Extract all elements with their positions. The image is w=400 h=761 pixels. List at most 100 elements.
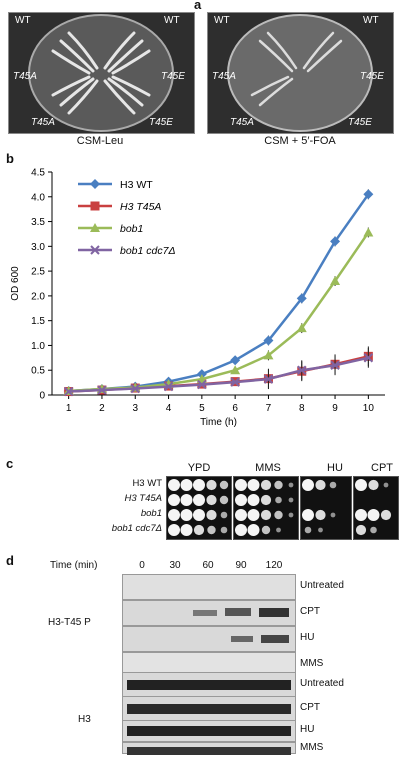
yeast-spot [207,525,216,535]
yeast-spot [180,509,193,521]
yeast-spot [247,524,260,536]
panel-c-letter: c [6,456,14,471]
yeast-spot [247,509,260,521]
yeast-spot [220,511,228,519]
y-tick-label: 1.0 [31,341,45,352]
yeast-spot [260,479,272,491]
yeast-spot [180,479,193,491]
label-p-hu: HU [300,632,315,643]
time-30: 30 [169,560,181,571]
yeast-spot [288,497,294,503]
yeast-spot [302,509,314,521]
yeast-spot [304,526,312,534]
plate-csm-leu-image [28,14,174,132]
time-0: 0 [139,560,145,571]
x-tick-label: 10 [363,403,375,414]
x-tick-label: 4 [166,403,172,414]
blot-h3-cpt [122,696,296,722]
label-h3-hu: HU [300,724,315,735]
time-axis-label: Time (min) [50,560,98,571]
yeast-spot [274,480,283,490]
spot-panel-ypd [166,476,232,540]
y-tick-label: 2.0 [31,291,45,302]
yeast-spot [235,524,247,536]
plate2-label-ml: T45A [212,71,236,82]
data-point-2-8 [330,276,341,286]
group-label-phospho: H3-T45 P [48,617,91,628]
data-point-3-3 [163,381,174,392]
plate-5foa: WT WT T45A T45E T45A T45E [207,12,394,134]
column-mms: MMS [255,462,281,474]
yeast-spot [219,480,229,490]
yeast-spot [193,494,205,506]
plate2-label-tl: WT [214,15,230,26]
x-tick-label: 6 [232,403,238,414]
yeast-spot [260,494,272,506]
plate2-label-br: T45E [348,117,372,128]
column-cpt: CPT [371,462,393,474]
x-tick-label: 7 [266,403,272,414]
yeast-spot [206,479,217,491]
growth-curve-chart: 0 0.5 1.0 1.5 2.0 2.5 3.0 3.5 4.0 4.5 1 2 3 4 5 6 7 8 9 10 T… [10,168,385,428]
label-h3-mms: MMS [300,742,324,753]
time-90: 90 [235,560,247,571]
yeast-spot [235,479,247,491]
legend-marker-2 [90,223,100,232]
blot-h3-untreated [122,672,296,698]
yeast-spot [275,496,282,504]
x-tick-label: 8 [299,403,305,414]
yeast-spot [168,524,180,536]
spot-panel-mms [233,476,299,540]
yeast-spot [274,510,283,520]
yeast-spot [247,479,260,491]
label-h3-untreated: Untreated [300,678,344,689]
data-point-3-6 [263,374,274,384]
yeast-spot [276,527,281,533]
yeast-spot [380,509,392,521]
x-axis-label: Time (h) [200,417,237,428]
legend-marker-1 [90,201,100,211]
plate2-label-bl: T45A [230,117,254,128]
yeast-spot [206,494,217,506]
yeast-spot [168,509,180,521]
yeast-spot [318,527,323,533]
spot-row-bob1: bob1 [140,508,162,519]
x-tick-label: 9 [332,403,338,414]
yeast-spot [168,494,180,506]
spot-row-h3wt: H3 WT [132,478,162,489]
yeast-spot [315,509,326,521]
y-tick-label: 4.0 [31,192,45,203]
blot-p-cpt [122,600,296,626]
column-ypd: YPD [187,462,211,474]
group-label-h3: H3 [78,714,91,725]
yeast-spot [180,494,193,506]
data-point-3-4 [197,379,207,390]
data-point-3-1 [97,385,107,395]
plate1-label-tl: WT [15,15,31,26]
yeast-spot [193,479,205,491]
x-tick-label: 5 [199,403,205,414]
yeast-spot [367,509,380,521]
plate2-caption: CSM + 5′-FOA [264,135,336,147]
data-point-2-5 [230,365,241,375]
y-tick-label: 4.5 [31,168,45,179]
data-point-0-7 [296,293,307,304]
data-point-2-7 [296,323,307,333]
panel-a-letter: a [194,0,202,12]
blot-h3-mms [122,742,296,755]
y-tick-label: 0.5 [31,366,45,377]
yeast-spot [260,509,272,521]
x-tick-label: 1 [66,403,72,414]
data-point-3-9 [363,353,374,363]
yeast-spot [329,481,337,489]
yeast-spot [355,479,367,491]
data-point-3-8 [330,360,340,370]
label-p-untreated: Untreated [300,580,344,591]
series-line-3 [68,356,369,393]
panel-b-letter: b [6,151,14,166]
y-tick-label: 3.5 [31,217,45,228]
yeast-spot [355,524,367,536]
blot-p-untreated [122,574,296,600]
data-point-0-9 [363,189,374,200]
yeast-spot [355,509,367,521]
